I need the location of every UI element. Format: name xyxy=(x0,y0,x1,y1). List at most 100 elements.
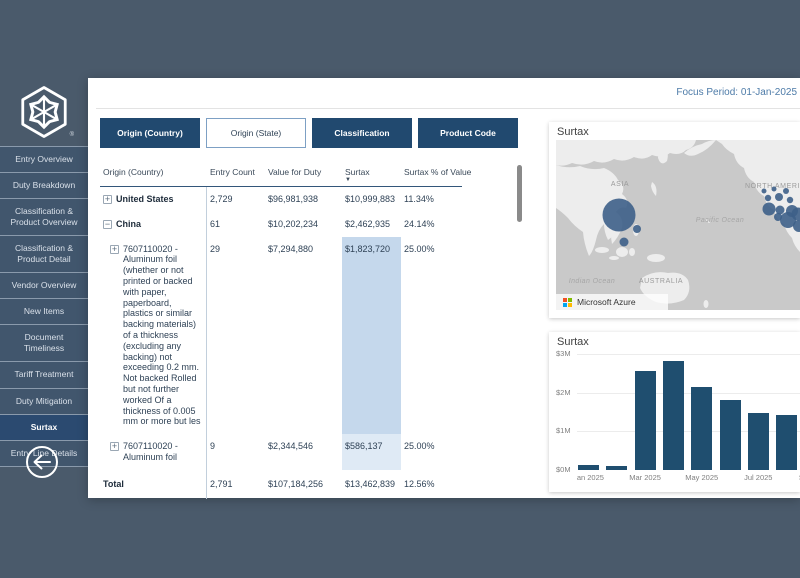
bar-feb-2025[interactable] xyxy=(606,466,628,470)
hexagon-arrows-logo-icon xyxy=(21,86,67,138)
tab-origin-country[interactable]: Origin (Country) xyxy=(100,118,200,148)
bar-mar-2025[interactable] xyxy=(634,371,656,470)
bar-xlabels: Jan 2025 Mar 2025 May 2025 Jul 2025 Sep 2025 xyxy=(577,473,800,485)
surtax-bubble[interactable] xyxy=(793,220,800,232)
sidebar-item-document-timeliness[interactable]: Document Timeliness xyxy=(0,325,88,363)
surtax-bubble[interactable] xyxy=(764,194,772,202)
surtax-trend-card: Surtax $0M $1M $2M $3M Jan 2025 Mar 2025 May … xyxy=(549,332,800,492)
map-label-indian-ocean: Indian Ocean xyxy=(569,278,615,285)
back-button[interactable] xyxy=(25,445,59,479)
x-axis-tick: Mar 2025 xyxy=(629,473,661,482)
bar-jun-2025[interactable] xyxy=(719,399,741,470)
expand-icon[interactable]: + xyxy=(103,194,112,204)
column-header-surtax[interactable]: Surtax ▼ xyxy=(342,164,401,183)
table-total-row: Total 2,791 $107,184,256 $13,462,839 12.… xyxy=(100,469,462,499)
total-value-for-duty: $107,184,256 xyxy=(268,478,324,489)
sidebar-item-classification-product-detail[interactable]: Classification & Product Detail xyxy=(0,236,88,274)
bar-plot xyxy=(577,354,800,470)
total-surtax-pct: 12.56% xyxy=(404,478,435,489)
sidebar: ® Entry Overview Duty Breakdown Classifica… xyxy=(0,0,88,578)
surtax-bubble[interactable] xyxy=(619,237,629,247)
sidebar-menu: Entry Overview Duty Breakdown Classificati… xyxy=(0,146,88,467)
entry-count-cell: 29 xyxy=(210,243,221,254)
sidebar-item-vendor-overview[interactable]: Vendor Overview xyxy=(0,273,88,300)
bar-jul-2025[interactable] xyxy=(747,412,769,470)
y-axis-tick: $1M xyxy=(556,426,571,436)
bar-chart-title: Surtax xyxy=(557,336,589,348)
origin-cell: +7607110020 - Aluminum foil xyxy=(100,434,207,470)
column-header-value-for-duty[interactable]: Value for Duty xyxy=(268,167,322,177)
surtax-matrix: Origin (Country) Entry Count Value for D… xyxy=(100,164,472,499)
sort-descending-icon[interactable]: ▼ xyxy=(345,177,351,183)
surtax-bubble[interactable] xyxy=(602,198,636,232)
bar-aug-2025[interactable] xyxy=(776,415,798,470)
sidebar-item-surtax[interactable]: Surtax xyxy=(0,414,88,441)
surtax-bubble[interactable] xyxy=(775,205,785,215)
total-surtax: $13,462,839 xyxy=(345,478,396,489)
sidebar-item-entry-line-details[interactable]: Entry Line Details xyxy=(0,440,88,467)
surtax-map-card: Surtax xyxy=(549,122,800,318)
surtax-cell: $10,999,883 xyxy=(345,194,396,204)
table-header-row: Origin (Country) Entry Count Value for D… xyxy=(100,164,472,187)
map-canvas: ASIA NORTH AMERICA AUSTRALIA Pacific Oce… xyxy=(556,140,800,310)
map-label-north-america: NORTH AMERICA xyxy=(745,183,800,190)
surtax-bubble[interactable] xyxy=(783,188,789,194)
header-divider xyxy=(96,108,800,109)
view-tabs: Origin (Country) Origin (State) Classifica… xyxy=(100,118,518,148)
column-header-origin-country[interactable]: Origin (Country) xyxy=(103,167,164,177)
microsoft-logo-icon xyxy=(563,297,572,307)
value-for-duty-cell: $10,202,234 xyxy=(268,218,319,229)
surtax-pct-cell: 25.00% xyxy=(404,441,435,452)
map-label-asia: ASIA xyxy=(611,181,629,188)
x-axis-tick: Jul 2025 xyxy=(744,473,773,482)
table-row[interactable]: +7607110020 - Aluminum foil 9 $2,344,546 $5… xyxy=(100,434,462,470)
bar-may-2025[interactable] xyxy=(691,386,713,470)
surtax-bubble[interactable] xyxy=(771,186,777,192)
column-header-surtax-pct[interactable]: Surtax % of Value xyxy=(404,167,472,177)
surtax-bubble[interactable] xyxy=(633,225,641,233)
tab-product-code[interactable]: Product Code xyxy=(418,118,518,148)
origin-cell: +7607110020 - Aluminum foil (whether or … xyxy=(100,236,207,435)
sidebar-item-classification-product-overview[interactable]: Classification & Product Overview xyxy=(0,199,88,237)
surtax-bubble[interactable] xyxy=(791,207,800,221)
origin-cell: − China xyxy=(100,211,207,237)
collapse-icon[interactable]: − xyxy=(103,218,112,229)
sidebar-item-duty-mitigation[interactable]: Duty Mitigation xyxy=(0,388,88,415)
x-axis-tick: Jan 2025 xyxy=(577,473,604,482)
world-map[interactable]: ASIA NORTH AMERICA AUSTRALIA Pacific Oce… xyxy=(556,140,800,310)
surtax-bubble[interactable] xyxy=(774,213,782,221)
table-row[interactable]: + United States 2,729 $96,981,938 $10,999,88… xyxy=(100,187,462,212)
value-for-duty-cell: $96,981,938 xyxy=(268,194,319,204)
surtax-bubble[interactable] xyxy=(762,202,776,216)
expand-icon[interactable]: + xyxy=(110,441,119,452)
tab-origin-state[interactable]: Origin (State) xyxy=(206,118,306,148)
table-row[interactable]: − China 61 $10,202,234 $2,462,935 24.14% xyxy=(100,211,462,237)
value-for-duty-cell: $2,344,546 xyxy=(268,441,314,452)
surtax-bubble[interactable] xyxy=(786,196,794,204)
sidebar-item-duty-breakdown[interactable]: Duty Breakdown xyxy=(0,173,88,200)
expand-icon[interactable]: + xyxy=(110,243,119,254)
table-row[interactable]: +7607110020 - Aluminum foil (whether or … xyxy=(100,236,462,435)
table-scrollbar[interactable] xyxy=(517,165,522,222)
gridline xyxy=(577,354,800,355)
surtax-pct-cell: 25.00% xyxy=(404,243,435,254)
surtax-bubble[interactable] xyxy=(775,193,783,201)
surtax-cell: $586,137 xyxy=(342,434,401,470)
sidebar-item-entry-overview[interactable]: Entry Overview xyxy=(0,147,88,174)
registered-trademark: ® xyxy=(69,132,74,138)
sidebar-item-tariff-treatment[interactable]: Tariff Treatment xyxy=(0,362,88,389)
tab-classification[interactable]: Classification xyxy=(312,118,412,148)
surtax-cell: $2,462,935 xyxy=(345,218,391,229)
focus-period-label: Focus Period: 01-Jan-2025 xyxy=(676,87,797,98)
entry-count-cell: 2,729 xyxy=(210,194,233,204)
column-header-entry-count[interactable]: Entry Count xyxy=(210,167,255,177)
map-label-pacific-ocean: Pacific Ocean xyxy=(696,217,744,224)
surtax-bubble[interactable] xyxy=(761,188,767,194)
bar-jan-2025[interactable] xyxy=(578,465,599,470)
y-axis-tick: $3M xyxy=(556,349,571,358)
bar-apr-2025[interactable] xyxy=(662,360,684,470)
entry-count-cell: 61 xyxy=(210,218,221,229)
row-name: 7607110020 - Aluminum foil (whether or n… xyxy=(123,243,201,427)
map-label-australia: AUSTRALIA xyxy=(639,278,683,285)
sidebar-item-new-items[interactable]: New Items xyxy=(0,299,88,326)
